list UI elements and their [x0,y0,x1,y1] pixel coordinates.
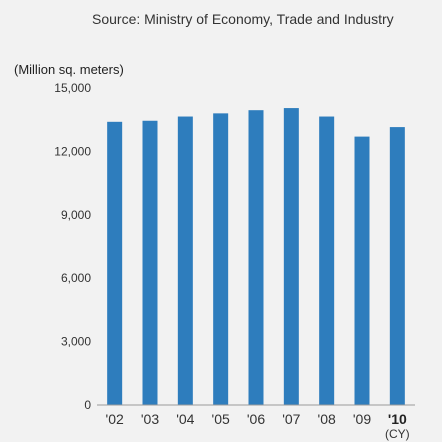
x-tick-label: '06 [247,411,265,427]
y-tick-label: 9,000 [61,208,91,222]
y-axis-unit-label: (Million sq. meters) [14,62,124,77]
bar [389,127,405,405]
x-axis-ticks: '02 '03 '04 '05 '06 '07 '08 '09 '10 [106,411,407,427]
x-tick-label: '08 [318,411,336,427]
x-tick-label: '05 [212,411,230,427]
y-tick-label: 3,000 [61,335,91,349]
x-tick-label: '10 [388,411,407,427]
bar [354,136,370,405]
bar [319,116,335,405]
bar [142,120,158,406]
x-tick-label: '07 [282,411,300,427]
x-tick-label: '03 [141,411,159,427]
x-tick-label: '02 [106,411,124,427]
x-axis-unit-label: (CY) [385,427,410,441]
y-axis-ticks: 0 3,000 6,000 9,000 12,000 15,000 [54,81,91,412]
bars [107,108,405,406]
x-tick-label: '04 [176,411,194,427]
bar [177,116,193,405]
bar [283,108,299,406]
source-note: Source: Ministry of Economy, Trade and I… [92,11,394,27]
bar [213,113,229,406]
y-tick-label: 6,000 [61,271,91,285]
y-tick-label: 0 [84,398,91,412]
x-tick-label: '09 [353,411,371,427]
bar [248,110,264,405]
y-tick-label: 12,000 [54,144,91,158]
y-tick-label: 15,000 [54,81,91,95]
bar [107,121,123,406]
